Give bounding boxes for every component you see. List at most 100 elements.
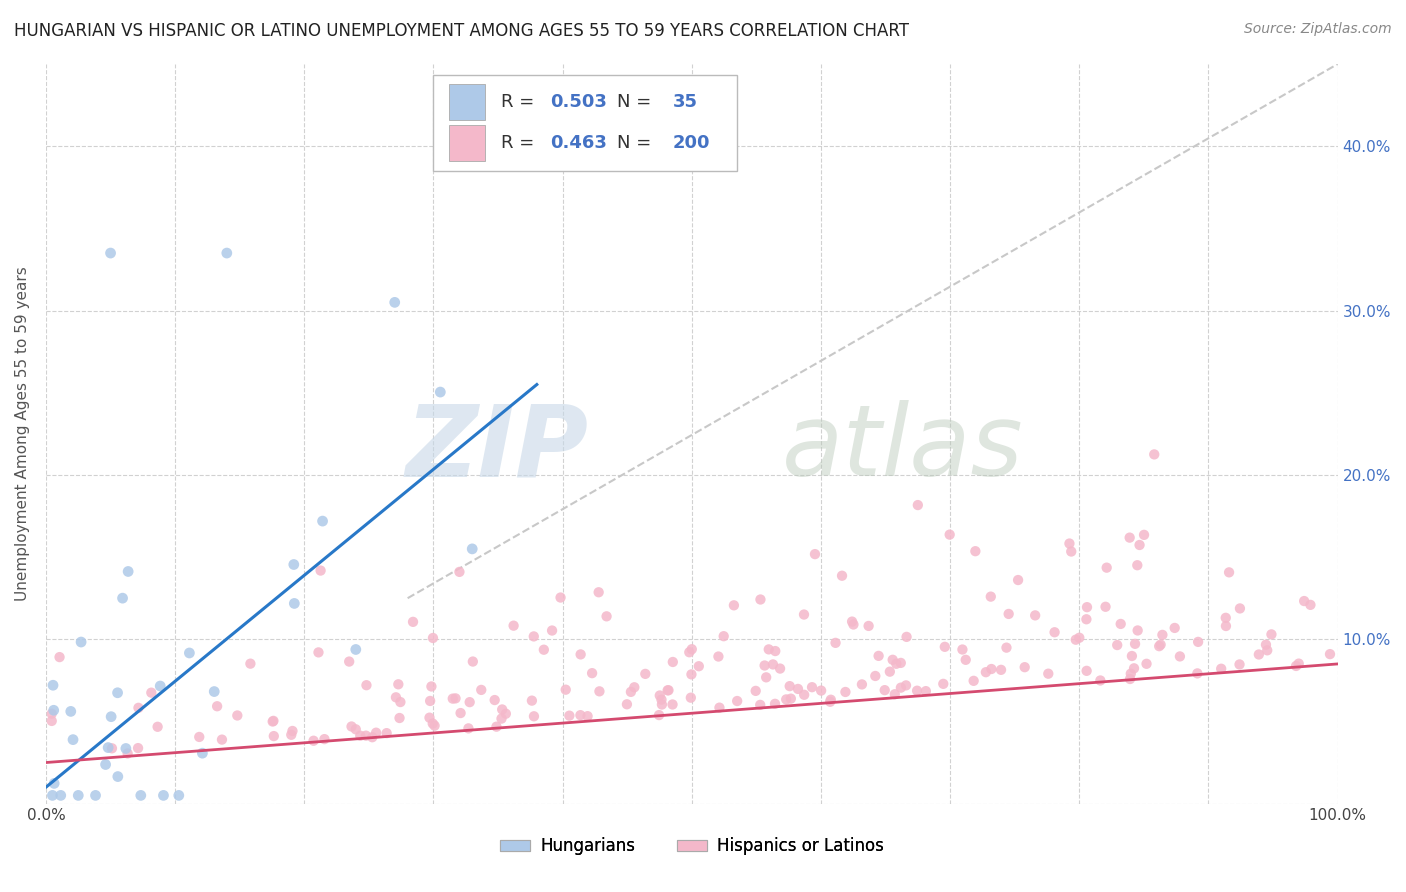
Point xyxy=(188,730,211,744)
Point xyxy=(648,708,671,723)
Point xyxy=(1285,659,1308,673)
Point xyxy=(723,599,745,613)
Point xyxy=(384,295,406,310)
Point xyxy=(758,642,780,657)
Point xyxy=(915,684,938,698)
FancyBboxPatch shape xyxy=(449,126,485,161)
Point xyxy=(523,709,546,723)
Point xyxy=(681,642,703,657)
Point xyxy=(1118,531,1140,545)
Text: N =: N = xyxy=(617,134,657,153)
Point xyxy=(965,544,987,558)
Point xyxy=(205,699,228,714)
Text: 35: 35 xyxy=(672,93,697,111)
Point xyxy=(932,677,955,691)
Point xyxy=(1126,624,1149,638)
Text: R =: R = xyxy=(501,93,540,111)
Point xyxy=(202,684,225,698)
Point xyxy=(1038,666,1060,681)
Point xyxy=(755,670,778,684)
Point xyxy=(444,691,467,706)
Point xyxy=(868,648,890,663)
Point xyxy=(1069,631,1091,645)
Point xyxy=(340,719,363,733)
Point xyxy=(707,649,730,664)
Point xyxy=(420,680,443,694)
Point xyxy=(620,685,643,699)
Y-axis label: Unemployment Among Ages 55 to 59 years: Unemployment Among Ages 55 to 59 years xyxy=(15,267,30,601)
Text: HUNGARIAN VS HISPANIC OR LATINO UNEMPLOYMENT AMONG AGES 55 TO 59 YEARS CORRELATI: HUNGARIAN VS HISPANIC OR LATINO UNEMPLOY… xyxy=(14,22,910,40)
Point xyxy=(1168,649,1191,664)
Point xyxy=(1109,616,1132,631)
Point xyxy=(1126,558,1149,573)
Point xyxy=(191,746,214,760)
Point xyxy=(651,698,673,712)
Point xyxy=(1095,560,1118,574)
Point xyxy=(541,624,564,638)
Point xyxy=(485,720,508,734)
Point xyxy=(955,653,977,667)
Text: atlas: atlas xyxy=(782,401,1024,497)
Point xyxy=(882,653,904,667)
Point xyxy=(681,667,703,681)
Point xyxy=(419,694,441,708)
Point xyxy=(1135,657,1157,671)
Point xyxy=(141,686,163,700)
Point xyxy=(550,591,572,605)
Point xyxy=(576,709,599,723)
Point xyxy=(554,682,576,697)
Point xyxy=(149,679,172,693)
Point xyxy=(775,692,797,706)
Point xyxy=(858,619,880,633)
Point xyxy=(152,789,174,803)
Point xyxy=(1119,672,1142,686)
Point xyxy=(865,669,887,683)
Point xyxy=(779,691,801,706)
Point xyxy=(1163,621,1185,635)
Point xyxy=(311,514,333,528)
Point xyxy=(167,789,190,803)
Point xyxy=(388,711,411,725)
FancyBboxPatch shape xyxy=(449,84,485,120)
Point xyxy=(42,703,65,717)
Point xyxy=(1094,599,1116,614)
Point xyxy=(449,565,471,579)
Point xyxy=(387,677,409,691)
Point xyxy=(894,678,917,692)
Point xyxy=(67,789,90,803)
Point xyxy=(422,716,444,731)
Point xyxy=(423,719,446,733)
Text: Source: ZipAtlas.com: Source: ZipAtlas.com xyxy=(1244,22,1392,37)
Point xyxy=(354,729,377,743)
Point xyxy=(422,631,444,645)
Point xyxy=(678,645,700,659)
Point xyxy=(281,723,304,738)
Point xyxy=(308,645,330,659)
Point xyxy=(1187,666,1209,681)
Text: 0.503: 0.503 xyxy=(550,93,606,111)
Point xyxy=(44,776,66,790)
Point xyxy=(361,730,384,744)
Point xyxy=(793,688,815,702)
Point xyxy=(1294,594,1316,608)
Point xyxy=(804,547,827,561)
Point xyxy=(1064,632,1087,647)
Point xyxy=(744,684,766,698)
Point xyxy=(263,729,285,743)
Point xyxy=(107,770,129,784)
Point xyxy=(842,617,865,632)
Point xyxy=(980,662,1002,676)
Point xyxy=(117,747,139,761)
Point xyxy=(1149,638,1171,652)
Point xyxy=(111,591,134,606)
Point xyxy=(657,683,679,698)
Point xyxy=(679,690,702,705)
Point xyxy=(262,714,284,729)
Point xyxy=(117,565,139,579)
Point xyxy=(344,723,367,737)
Point xyxy=(749,592,772,607)
Point xyxy=(713,629,735,643)
Point xyxy=(883,687,905,701)
Point xyxy=(709,700,731,714)
Point xyxy=(1107,638,1129,652)
